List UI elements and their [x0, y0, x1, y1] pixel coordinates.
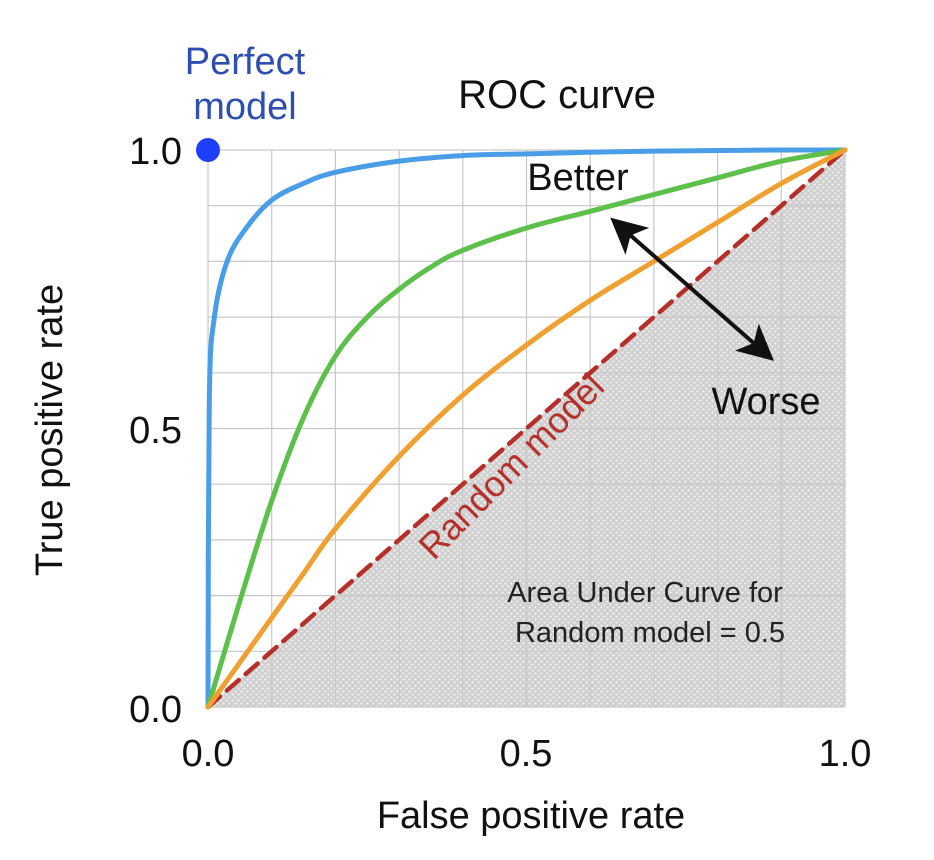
better-worse-arrow — [610, 217, 774, 361]
x-axis-label: False positive rate — [377, 795, 685, 837]
chart-title: ROC curve — [458, 73, 656, 117]
x-tick-label: 0.0 — [182, 733, 235, 775]
grid — [207, 149, 846, 708]
auc-label-2: Random model = 0.5 — [515, 617, 785, 649]
y-tick-label: 0.0 — [129, 689, 182, 731]
perfect-model-label-2: model — [193, 86, 297, 128]
y-tick-label: 1.0 — [129, 131, 182, 173]
better-label: Better — [527, 157, 629, 199]
roc-curve-line — [205, 147, 848, 710]
y-tick-label: 0.5 — [129, 410, 182, 452]
x-tick-label: 0.5 — [500, 733, 553, 775]
x-tick-label: 1.0 — [819, 733, 872, 775]
auc-label-1: Area Under Curve for — [507, 577, 783, 609]
roc-curve-line — [205, 147, 848, 710]
perfect-model-label-1: Perfect — [185, 41, 306, 83]
worse-label: Worse — [711, 381, 820, 423]
y-axis-label: True positive rate — [29, 284, 71, 576]
perfect-model-point — [196, 138, 220, 162]
